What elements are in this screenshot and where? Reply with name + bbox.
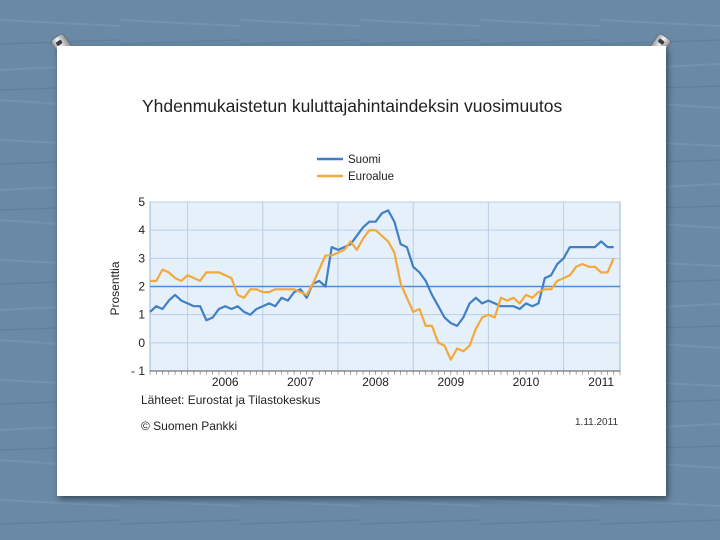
y-tick-label: 5 [138,195,145,209]
y-tick-label: 2 [138,280,145,294]
x-tick-label: 2007 [287,375,314,389]
x-tick-label: 2006 [212,375,239,389]
legend: Suomi Euroalue [317,154,394,183]
y-tick-label: 4 [138,223,145,237]
source-note: Lähteet: Eurostat ja Tilastokeskus [141,393,321,407]
chart-title: Yhdenmukaistetun kuluttajahintaindeksin … [142,96,563,116]
x-tick-label: 2010 [513,375,540,389]
series-line-suomi [149,209,614,327]
y-tick-label: - 1 [131,364,145,378]
axes: 5 4 3 2 1 0 - 1 2006 2007 2008 2009 2010 2011 Prosent… [108,195,621,389]
series-line-euroalue [150,229,615,361]
date-stamp: 1.11.2011 [575,417,619,428]
y-tick-label: 3 [138,251,145,265]
copyright-note: © Suomen Pankki [141,419,238,433]
legend-label: Suomi [348,154,381,166]
y-tick-label: 1 [138,308,145,322]
x-tick-label: 2009 [437,375,464,389]
y-tick-label: 0 [138,336,145,350]
series-layer [149,209,615,361]
legend-label: Euroalue [348,171,394,183]
x-tick-label: 2008 [362,375,389,389]
y-axis-label: Prosenttia [108,261,122,315]
x-tick-label: 2011 [588,375,614,389]
